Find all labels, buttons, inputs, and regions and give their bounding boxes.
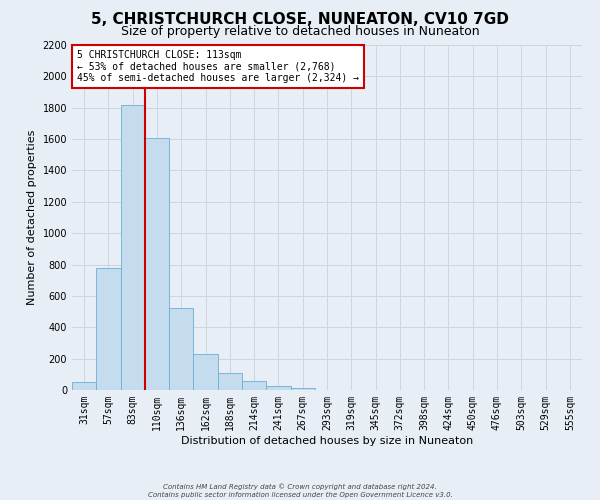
Text: 5 CHRISTCHURCH CLOSE: 113sqm
← 53% of detached houses are smaller (2,768)
45% of: 5 CHRISTCHURCH CLOSE: 113sqm ← 53% of de… xyxy=(77,50,359,84)
Text: Size of property relative to detached houses in Nuneaton: Size of property relative to detached ho… xyxy=(121,25,479,38)
Bar xyxy=(290,388,315,390)
Bar xyxy=(193,354,218,390)
Bar xyxy=(121,104,145,390)
Bar xyxy=(169,308,193,390)
Y-axis label: Number of detached properties: Number of detached properties xyxy=(27,130,37,305)
Text: 5, CHRISTCHURCH CLOSE, NUNEATON, CV10 7GD: 5, CHRISTCHURCH CLOSE, NUNEATON, CV10 7G… xyxy=(91,12,509,28)
Bar xyxy=(72,382,96,390)
Text: Contains HM Land Registry data © Crown copyright and database right 2024.
Contai: Contains HM Land Registry data © Crown c… xyxy=(148,484,452,498)
Bar xyxy=(218,373,242,390)
Bar xyxy=(145,138,169,390)
Bar xyxy=(96,268,121,390)
Bar xyxy=(266,386,290,390)
Bar xyxy=(242,382,266,390)
X-axis label: Distribution of detached houses by size in Nuneaton: Distribution of detached houses by size … xyxy=(181,436,473,446)
